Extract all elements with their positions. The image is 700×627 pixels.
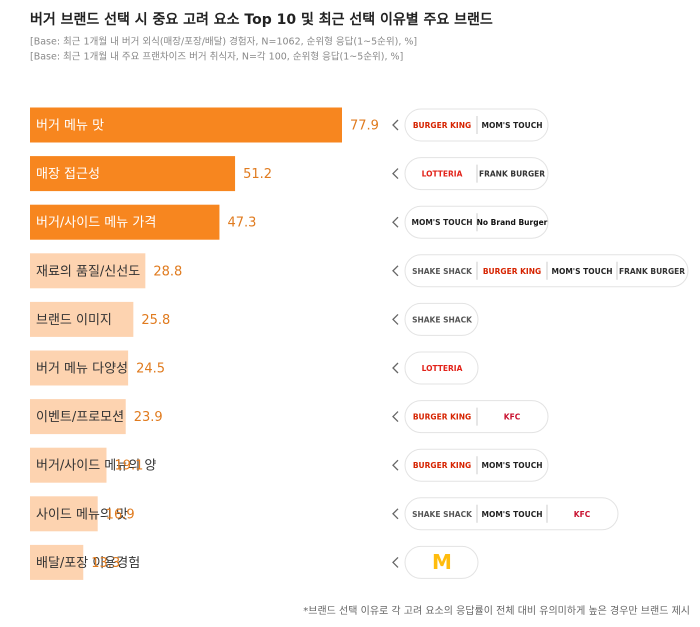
brand-pill — [404, 497, 619, 531]
chart-title: 버거 브랜드 선택 시 중요 고려 요소 Top 10 및 최근 선택 이유별 … — [30, 11, 493, 28]
value-label: 51.2 — [243, 167, 272, 182]
category-label: 사이드 메뉴의 맛 — [36, 507, 128, 522]
bar — [30, 447, 107, 483]
chevron — [392, 459, 399, 471]
chevron — [392, 556, 399, 568]
subtitle: [Base: 최근 1개월 내 버거 외식(매장/포장/배달) 경험자, N=1… — [30, 36, 417, 48]
value-label: 19.1 — [114, 459, 143, 474]
category-label: 브랜드 이미지 — [36, 313, 112, 328]
brand-logo: SHAKE SHACK — [412, 510, 473, 519]
brand-logo: MOM'S TOUCH — [412, 218, 473, 227]
brand-logo: LOTTERIA — [422, 170, 463, 179]
bar — [30, 496, 98, 532]
bar — [30, 301, 134, 337]
bar — [30, 107, 342, 143]
category-label: 이벤트/프로모션 — [36, 410, 124, 425]
brand-pill — [404, 351, 479, 385]
value-label: 47.3 — [227, 216, 256, 231]
bar — [30, 350, 129, 386]
category-label: 매장 접근성 — [36, 167, 100, 182]
brand-logo: KFC — [574, 510, 591, 519]
chevron — [392, 362, 399, 374]
subtitle: [Base: 최근 1개월 내 주요 프랜차이즈 버거 취식자, N=각 100… — [30, 51, 403, 63]
brand-logo: MOM'S TOUCH — [482, 121, 543, 130]
bar — [30, 253, 146, 289]
chevron — [392, 313, 399, 325]
value-label: 24.5 — [136, 362, 165, 377]
category-label: 버거 메뉴 맛 — [36, 119, 104, 134]
value-label: 23.9 — [134, 410, 163, 425]
value-label: 28.8 — [153, 264, 182, 279]
bar — [30, 544, 84, 580]
chevron — [392, 119, 399, 131]
value-label: 77.9 — [350, 119, 379, 134]
category-label: 버거/사이드 메뉴 가격 — [36, 216, 156, 231]
footnote: *브랜드 선택 이유로 각 고려 요소의 응답률이 전체 대비 유의미하게 높은… — [303, 604, 690, 617]
chevron — [392, 265, 399, 277]
value-label: 25.8 — [141, 313, 170, 328]
category-label: 배달/포장 이용경험 — [36, 556, 140, 571]
value-label: 13.3 — [91, 556, 120, 571]
brand-logo: BURGER KING — [413, 461, 471, 470]
brand-logo: BURGER KING — [483, 267, 541, 276]
brand-logo: FRANK BURGER — [619, 267, 685, 276]
brand-logo: BURGER KING — [413, 413, 471, 422]
category-label: 버거/사이드 메뉴의 양 — [36, 459, 156, 474]
brand-logo: LOTTERIA — [422, 364, 463, 373]
value-label: 16.9 — [106, 507, 135, 522]
brand-logo: BURGER KING — [413, 121, 471, 130]
brand-logo: No Brand Burger — [477, 218, 548, 227]
brand-logo: SHAKE SHACK — [412, 315, 473, 324]
bar — [30, 399, 126, 435]
chevron — [392, 411, 399, 423]
brand-logo: MOM'S TOUCH — [482, 461, 543, 470]
chevron — [392, 216, 399, 228]
brand-logo: SHAKE SHACK — [412, 267, 473, 276]
brand-logo: MOM'S TOUCH — [552, 267, 613, 276]
category-label: 재료의 품질/신선도 — [36, 264, 140, 279]
brand-pill — [404, 302, 479, 336]
brand-logo: KFC — [504, 413, 521, 422]
chevron — [392, 508, 399, 520]
chevron — [392, 168, 399, 180]
brand-pill — [404, 545, 479, 579]
category-label: 버거 메뉴 다양성 — [36, 362, 128, 377]
brand-logo: MOM'S TOUCH — [482, 510, 543, 519]
bar — [30, 204, 220, 240]
brand-logo: M — [432, 550, 452, 574]
bar — [30, 156, 236, 192]
brand-logo: FRANK BURGER — [479, 170, 545, 179]
